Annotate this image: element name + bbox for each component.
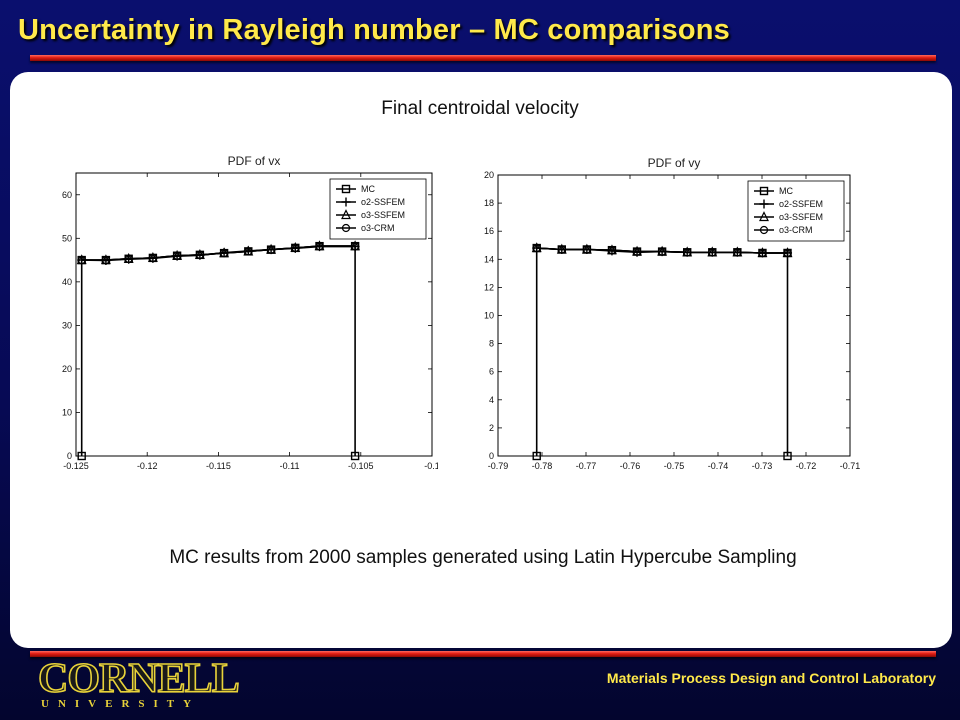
chart-vx-axes-box [75,172,433,457]
chart-vx-xtick-label: -0.105 [348,461,374,471]
chart-vy-series-o3-crm-point [733,248,742,257]
chart-vy-xtick-label: -0.76 [620,461,641,471]
chart-vx-ytick-label: 30 [62,320,72,330]
chart-vy-xtick-label: -0.71 [840,461,861,471]
chart-vy-series-o3-crm-point [532,243,541,253]
chart-vy-series-o3-crm-point [708,248,717,257]
chart-vx-series-o3-crm-point [77,255,86,265]
chart-vx-ytick-label: 50 [62,233,72,243]
chart-vy-ytick-label: 20 [484,170,494,180]
chart-vx-legend-marker [341,197,351,207]
chart-vx-series-o3-crm-point [101,255,111,265]
chart-vy-xtick-label: -0.72 [796,461,817,471]
chart-vx-series-mc-point [77,451,86,461]
chart-vx-xtick-label: -0.115 [206,461,231,471]
chart-vx-series-o3-crm-line [81,245,356,261]
chart-vx-ytick-label: 10 [62,407,72,417]
chart-vy-legend-label: o2-SSFEM [779,199,823,209]
chart-pdf-vx: PDF of vx -0.125 -0.12 -0.115 -0.11 -0.105 -0.… [40,145,438,473]
chart-vy-legend-marker [759,211,769,222]
chart-vx-legend-marker [341,184,351,194]
chart-vy-series-o3-crm-point [557,245,566,254]
chart-vx-series-mc-line [80,245,356,456]
footer-divider [30,651,936,657]
chart-vx-ytick-label: 60 [62,190,72,200]
cornell-logo: CORNELL UNIVERSITY [37,656,240,714]
chart-vx-series-o3-crm-point [148,253,157,263]
chart-vy-series-o3-crm-point [758,248,767,258]
chart-vy-legend-marker [759,199,769,209]
title-divider [30,55,936,61]
chart-vy-legend-marker [759,225,769,235]
chart-vy-xtick-label: -0.79 [488,461,509,471]
chart-vy-ytick-label: 14 [484,254,494,264]
chart-vx-ytick-label: 40 [62,277,72,287]
chart-vy-series-o3-crm-point [658,247,667,256]
chart-vy-legend-label: o3-SSFEM [779,212,823,222]
chart-vy-xtick-label: -0.74 [708,461,729,471]
logo-wordmark: CORNELL [37,656,240,702]
chart-vy-xtick-label: -0.77 [576,461,597,471]
lab-name: Materials Process Design and Control Lab… [606,670,936,686]
chart-vy-xtick-label: -0.78 [532,461,553,471]
chart-vy-ytick-label: 6 [489,367,494,377]
slide-title: Uncertainty in Rayleigh number – MC comp… [18,14,730,46]
chart-vy-ytick-label: 16 [484,226,494,236]
chart-pdf-vy: PDF of vy -0.79 -0.78 -0.77 -0.76 -0.75 -0.74 -… [470,145,866,473]
chart-vy-ytick-label: 4 [489,395,494,405]
chart-vx-legend-label: o3-CRM [361,223,395,233]
chart-vy-series-o3-crm-point [783,248,792,258]
chart-vy-legend-label: MC [779,186,793,196]
chart-vx-legend-marker [341,223,351,233]
chart-vy-series-o3-crm-point [607,246,617,255]
chart-vy-series-o3-crm-point [632,247,642,256]
chart-vy-ytick-label: 10 [484,311,494,321]
chart-vy-ytick-label: 2 [489,423,494,433]
chart-vy-series-mc-line [535,247,789,456]
chart-vy-ytick-label: 8 [489,339,494,349]
chart-vx-xtick-label: -0.11 [280,461,300,471]
chart-vx-legend-label: o2-SSFEM [361,197,405,207]
chart-vy-ytick-label: 12 [484,282,494,292]
chart-vx-xtick-label: -0.12 [137,461,158,471]
chart-vy-series-o3-crm-point [582,245,591,254]
chart-vy-series-o3-crm-point [683,248,692,257]
chart-vy-xtick-label: -0.75 [664,461,685,471]
chart-vy-series-o3-crm-line [536,247,788,254]
logo-subtext: UNIVERSITY [41,698,201,710]
chart-vx-ytick-label: 0 [67,451,72,461]
chart-vx-series-o3-crm-point [291,243,300,252]
chart-vx-title: PDF of vx [228,154,281,168]
slide-subtitle: Final centroidal velocity [381,98,579,119]
chart-vx-series-mc-point [350,451,360,461]
chart-vy-ytick-label: 0 [489,451,494,461]
chart-vx-ytick-label: 20 [62,364,72,374]
chart-vy-series-mc-point [532,451,541,461]
chart-vx-legend-label: MC [361,184,375,194]
chart-vx-series-o3-crm-point [244,247,253,256]
chart-vx-series-o3-crm-point [173,251,182,260]
chart-vy-ytick-label: 18 [484,198,494,208]
chart-vx-series-o3-crm-point [219,249,229,258]
chart-vx-legend-marker [341,209,351,220]
chart-vx-series-o3-crm-point [195,250,204,259]
chart-vy-xtick-label: -0.73 [752,461,773,471]
chart-vy-legend-marker [759,186,769,196]
slide-caption: MC results from 2000 samples generated u… [169,547,797,568]
chart-vx-series-o3-crm-point [351,242,360,251]
chart-vx-series-o3-crm-point [124,254,133,263]
chart-vy-title: PDF of vy [648,156,701,170]
chart-vy-series-mc-point [783,451,792,461]
chart-vx-legend-label: o3-SSFEM [361,210,405,220]
chart-vy-legend-label: o3-CRM [779,225,813,235]
chart-vx-series-o3-crm-point [266,245,276,254]
chart-vx-xtick-label: -0.1 [424,461,438,471]
chart-vx-xtick-label: -0.125 [63,461,89,471]
chart-vx-series-o3-crm-point [315,242,324,251]
